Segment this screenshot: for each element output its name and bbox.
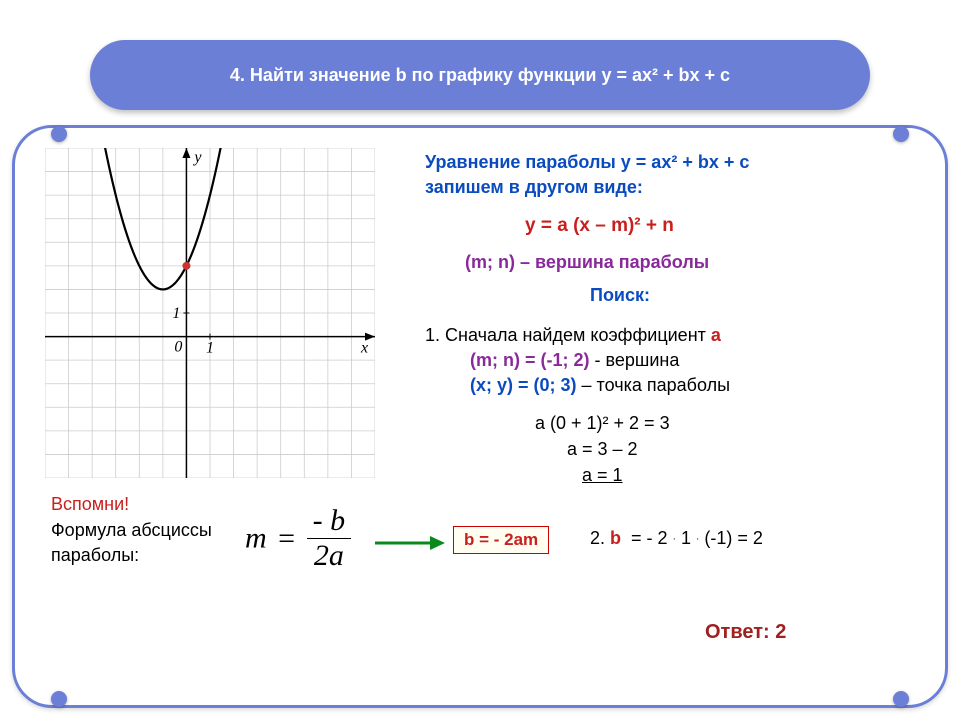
text: (m; n)	[465, 252, 515, 272]
text: = - 2	[626, 528, 668, 548]
text: параболы:	[51, 545, 139, 565]
text: (-1) = 2	[704, 528, 763, 548]
arrow-icon	[375, 533, 445, 553]
svg-text:0: 0	[174, 339, 182, 356]
text: 1	[681, 528, 691, 548]
content-frame: 0 1 1 x y Уравнение параболы y = ax² + bx + …	[12, 125, 948, 708]
text: b = - 2am	[464, 530, 538, 549]
answer-value: 2	[775, 621, 786, 643]
step2: 2. b = - 2 · 1 · (-1) = 2	[590, 526, 763, 551]
svg-text:1: 1	[206, 340, 214, 357]
xy-value: (x; y) = (0; 3) – точка параболы	[470, 373, 730, 398]
page-title-banner: 4. Найти значение b по графику функции y…	[90, 40, 870, 110]
remember-label: Вспомни!	[51, 492, 129, 517]
frame-dot	[51, 126, 67, 142]
text: - вершина	[590, 350, 680, 370]
step1: 1. Сначала найдем коэффициент a	[425, 323, 721, 348]
text: y = ax² + bx + c	[621, 152, 750, 172]
svg-text:y: y	[192, 149, 202, 166]
calc-line: a (0 + 1)² + 2 = 3	[535, 410, 670, 436]
m-symbol: m	[245, 522, 267, 555]
frac-bot: 2a	[307, 539, 352, 571]
text: (m; n) = (-1; 2)	[470, 350, 590, 370]
text: Формула абсциссы	[51, 520, 212, 540]
svg-text:1: 1	[172, 305, 180, 322]
answer: Ответ: 2	[705, 618, 786, 646]
calc-block: a (0 + 1)² + 2 = 3 a = 3 – 2 a = 1	[535, 410, 670, 488]
calc-line: a = 3 – 2	[535, 436, 670, 462]
answer-label: Ответ:	[705, 621, 775, 643]
abscissa-formula-label: Формула абсциссы параболы:	[51, 518, 212, 568]
mn-vertex-line: (m; n) – вершина параболы	[465, 250, 709, 275]
parabola-chart: 0 1 1 x y	[45, 148, 375, 478]
frame-dot	[893, 126, 909, 142]
poisk-label: Поиск:	[590, 283, 650, 308]
svg-text:x: x	[360, 340, 368, 357]
text: 2.	[590, 528, 605, 548]
page-title: 4. Найти значение b по графику функции y…	[230, 65, 730, 86]
text: 1. Сначала найдем коэффициент	[425, 325, 711, 345]
boxed-formula: b = - 2am	[453, 526, 549, 554]
calc-line: a = 1	[535, 462, 670, 488]
mn-value: (m; n) = (-1; 2) - вершина	[470, 348, 679, 373]
text: – точка параболы	[577, 375, 730, 395]
m-fraction: m = - b 2a	[245, 506, 351, 571]
text: a	[711, 325, 721, 345]
text: (x; y) = (0; 3)	[470, 375, 577, 395]
text: b	[610, 528, 621, 548]
frame-dot	[893, 691, 909, 707]
text: запишем в другом виде:	[425, 177, 643, 197]
frac-top: - b	[307, 506, 352, 539]
frame-dot	[51, 691, 67, 707]
equation-intro: Уравнение параболы y = ax² + bx + c запи…	[425, 150, 749, 200]
vertex-form: y = a (x – m)² + n	[525, 213, 674, 240]
text: – вершина параболы	[515, 252, 709, 272]
text: Уравнение параболы	[425, 152, 621, 172]
